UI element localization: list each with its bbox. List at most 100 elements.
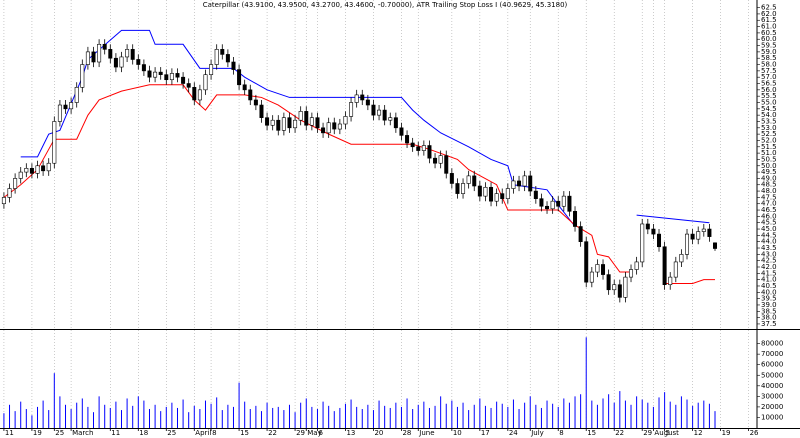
y-tick-label: 56.0 — [761, 86, 777, 94]
candle-body — [97, 43, 102, 63]
candle-body — [556, 200, 561, 207]
y-tick-label: 51.5 — [761, 143, 777, 151]
y-tick-label: 54.5 — [761, 105, 777, 113]
candle-body — [52, 121, 57, 164]
candle-body — [214, 49, 219, 65]
volume-bar — [249, 409, 251, 428]
x-tick-label: 19 — [722, 429, 731, 437]
x-tick-label: 8 — [212, 429, 216, 437]
y-tick-label: 50.5 — [761, 155, 777, 163]
x-tick-label: 13 — [346, 429, 355, 437]
y-tick-label: 37.5 — [761, 320, 777, 328]
candle-body — [287, 117, 292, 129]
volume-bar — [568, 402, 570, 428]
x-tick-label: 22 — [268, 429, 277, 437]
y-tick-label: 40.5 — [761, 282, 777, 290]
volume-bar — [440, 396, 442, 428]
y-tick-label: 55.0 — [761, 98, 777, 106]
candle-body — [253, 99, 258, 106]
volume-bar — [115, 401, 117, 428]
y-tick-label: 42.5 — [761, 257, 777, 265]
volume-bar — [344, 403, 346, 428]
y-tick-label: 43.5 — [761, 244, 777, 252]
volume-bar — [272, 407, 274, 428]
volume-bar — [490, 407, 492, 428]
volume-bar — [328, 405, 330, 428]
candle-body — [326, 122, 331, 134]
candle-body — [91, 51, 96, 63]
candle-body — [259, 104, 264, 118]
volume-bar — [121, 410, 123, 428]
y-tick-label: 60.5 — [761, 29, 777, 37]
x-tick-label: May — [307, 429, 321, 437]
x-tick-label: 11 — [111, 429, 120, 437]
x-tick-label: June — [418, 429, 434, 437]
candle-body — [293, 119, 298, 129]
volume-bar — [42, 400, 44, 428]
volume-bar — [238, 382, 240, 428]
volume-bar — [652, 406, 654, 428]
candle-body — [349, 102, 354, 117]
volume-bar — [244, 401, 246, 428]
y-tick-label: 43.0 — [761, 250, 777, 258]
volume-bar — [484, 405, 486, 428]
candle-body — [108, 49, 113, 59]
y-tick-label: 46.5 — [761, 206, 777, 214]
candle-body — [175, 73, 180, 78]
volume-bar — [563, 398, 565, 428]
volume-bar — [132, 405, 134, 428]
x-tick-label: 15 — [240, 429, 249, 437]
volume-bar — [53, 373, 55, 428]
volume-bar — [266, 402, 268, 428]
volume-bar — [188, 412, 190, 428]
volume-bar — [277, 406, 279, 428]
candle-body — [533, 190, 538, 199]
candle-body — [511, 180, 516, 189]
volume-bar — [143, 400, 145, 428]
volume-bar — [70, 409, 72, 428]
candle-body — [186, 83, 191, 88]
x-tick-label: 12 — [694, 429, 703, 437]
volume-bar — [596, 404, 598, 428]
volume-bar — [216, 397, 218, 428]
y-tick-label: 52.5 — [761, 130, 777, 138]
y-tick-label: 54.0 — [761, 111, 777, 119]
candle-body — [528, 175, 533, 192]
x-tick-label: 24 — [509, 429, 518, 437]
candle-body — [629, 269, 634, 278]
candle-body — [265, 117, 270, 126]
volume-bar — [14, 411, 16, 428]
candle-body — [589, 271, 594, 283]
volume-bar — [658, 397, 660, 428]
volume-bar — [76, 402, 78, 428]
candle-body — [237, 69, 242, 86]
candle-body — [270, 119, 275, 126]
volume-bar — [154, 404, 156, 428]
candle-body — [281, 117, 286, 131]
candle-body — [606, 274, 611, 291]
volume-bar — [98, 396, 100, 428]
y-tick-label: 41.5 — [761, 269, 777, 277]
y-tick-label: 58.5 — [761, 54, 777, 62]
candle-body — [220, 49, 225, 55]
candle-body — [433, 157, 438, 164]
y-tick-label: 49.0 — [761, 174, 777, 182]
candle-body — [522, 175, 527, 187]
candle-body — [147, 70, 152, 78]
candle-body — [416, 146, 421, 151]
y-tick-label: 46.0 — [761, 212, 777, 220]
candle-body — [125, 49, 130, 58]
volume-bar — [512, 399, 514, 428]
x-tick-label: 29 — [643, 429, 652, 437]
candle-body — [343, 116, 348, 125]
x-tick-label: 22 — [615, 429, 624, 437]
volume-bar — [686, 399, 688, 428]
candle-body — [410, 142, 415, 148]
volume-bar — [378, 400, 380, 428]
candle-body — [371, 104, 376, 116]
y-tick-label: 53.5 — [761, 117, 777, 125]
candle-body — [209, 64, 214, 75]
candle-body — [63, 104, 68, 110]
volume-tick-label: 20000 — [761, 403, 783, 411]
candle-body — [304, 111, 309, 126]
